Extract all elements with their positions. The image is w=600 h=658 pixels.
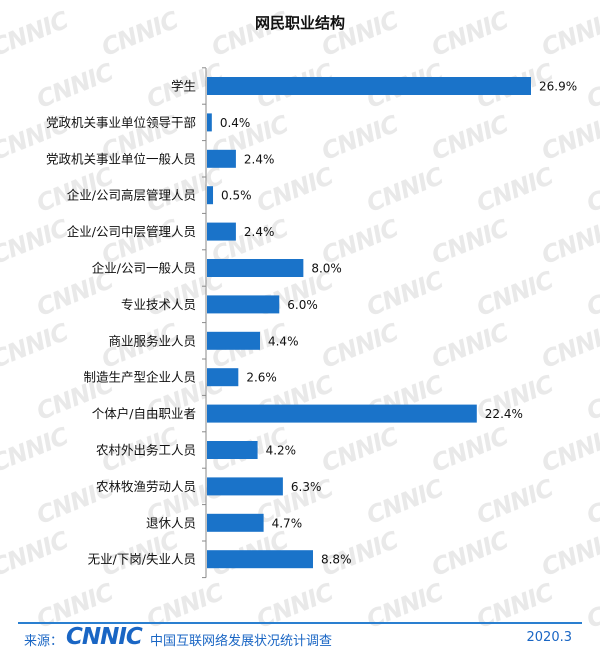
category-label: 企业/公司中层管理人员	[67, 224, 196, 239]
value-label: 4.7%	[272, 516, 303, 530]
value-label: 26.9%	[539, 80, 577, 94]
value-label: 0.5%	[221, 189, 252, 203]
bar	[207, 404, 477, 423]
value-label: 2.6%	[246, 371, 277, 385]
value-label: 2.4%	[244, 152, 274, 166]
value-label: 6.0%	[287, 298, 318, 312]
bar	[207, 259, 304, 277]
bar	[207, 368, 239, 387]
bar	[207, 186, 214, 205]
category-label: 专业技术人员	[121, 297, 196, 312]
category-label: 退休人员	[146, 515, 196, 530]
category-label: 学生	[171, 79, 196, 94]
category-label: 企业/公司高层管理人员	[67, 188, 196, 203]
category-label: 个体户/自由职业者	[92, 406, 196, 421]
bar-chart: 学生 26.9% 党政机关事业单位领导干部 0.4% 党政机关事业单位一般人员 2.4% 企…	[46, 67, 577, 579]
bar	[207, 222, 236, 241]
bar	[207, 550, 313, 569]
cnnic-logo: CNNIC	[66, 624, 143, 650]
category-label: 无业/下岗/失业人员	[88, 552, 196, 567]
bar	[207, 77, 531, 95]
bar	[207, 331, 260, 350]
footer-date: 2020.3	[526, 630, 573, 645]
footer-source: 中国互联网络发展状况统计调查	[150, 634, 333, 649]
value-label: 6.3%	[291, 480, 322, 494]
bar	[207, 513, 264, 532]
value-label: 8.0%	[311, 262, 342, 276]
category-label: 党政机关事业单位领导干部	[46, 115, 196, 130]
value-label: 22.4%	[485, 407, 523, 421]
chart-title: 网民职业结构	[254, 14, 345, 32]
bar	[207, 113, 212, 132]
bar	[207, 477, 283, 496]
category-label: 企业/公司一般人员	[92, 261, 196, 276]
category-label: 农林牧渔劳动人员	[96, 479, 196, 494]
value-label: 4.4%	[268, 334, 299, 348]
value-label: 0.4%	[220, 116, 251, 130]
bar	[207, 149, 236, 168]
bar	[207, 441, 258, 459]
value-label: 8.8%	[321, 553, 352, 567]
bar	[207, 295, 280, 314]
category-label: 商业服务业人员	[108, 333, 196, 348]
category-label: 党政机关事业单位一般人员	[46, 151, 196, 166]
category-label: 农村外出务工人员	[96, 443, 196, 458]
value-label: 2.4%	[244, 225, 274, 239]
category-label: 制造生产型企业人员	[83, 370, 196, 385]
footer-divider	[18, 622, 582, 624]
value-label: 4.2%	[266, 444, 297, 458]
footer-source-label: 来源：	[24, 634, 64, 649]
